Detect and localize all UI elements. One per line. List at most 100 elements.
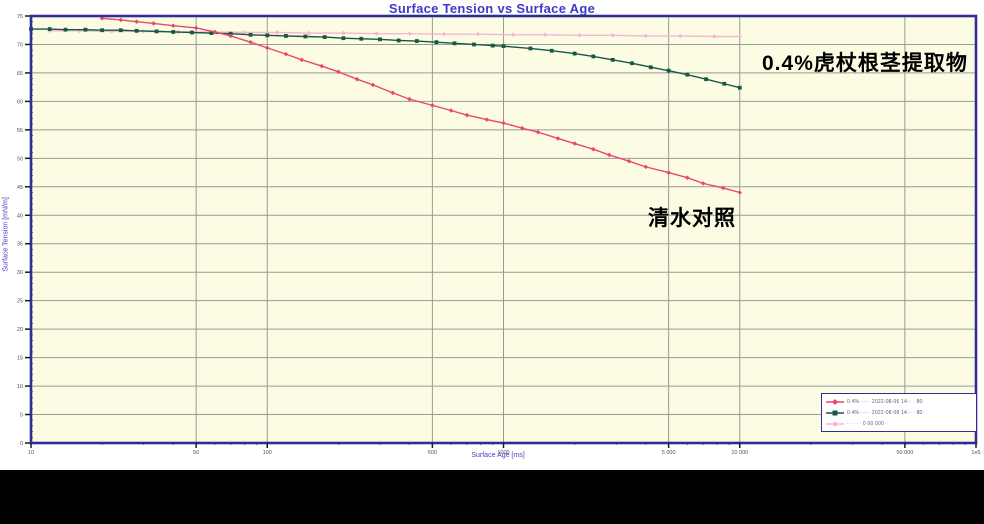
series-marker	[591, 54, 596, 59]
series-marker	[643, 164, 649, 170]
series-marker	[737, 190, 743, 195]
series-marker	[666, 68, 671, 73]
series-marker	[685, 72, 690, 77]
series-marker	[591, 146, 596, 152]
legend-label: ∙ ∙ ∙ ∙ ∙ 0 00 000	[847, 420, 884, 427]
series-marker	[737, 85, 742, 90]
series-marker	[630, 61, 634, 66]
series-marker	[151, 21, 156, 26]
series-marker	[359, 36, 364, 41]
series-marker	[677, 33, 683, 39]
series-marker	[47, 27, 52, 31]
series-marker	[248, 39, 253, 45]
y-tick-label: 10	[17, 384, 23, 390]
series-marker	[322, 35, 327, 39]
series-marker	[370, 82, 376, 88]
y-tick-label: 70	[17, 42, 23, 48]
series-marker	[407, 31, 412, 36]
series-marker	[572, 141, 577, 146]
legend-item: 0.4%∙∙∙∙∙∙∙ 2022-08-06 14:∙∙ ∙ 80∙	[826, 396, 976, 407]
series-marker	[720, 185, 726, 191]
x-tick-label: 5 000	[662, 450, 676, 456]
series-marker	[171, 30, 176, 34]
y-tick-label: 65	[17, 71, 23, 77]
series-marker	[572, 51, 577, 56]
series-marker	[722, 81, 727, 86]
series-marker	[542, 32, 548, 38]
series-line	[102, 17, 740, 194]
chart-annotation-0: 0.4%虎杖根茎提取物	[762, 52, 968, 75]
x-tick-label: 50	[193, 450, 199, 456]
series-marker	[354, 76, 360, 82]
series-marker	[212, 29, 218, 35]
series-pink-descending-curve	[99, 15, 743, 195]
series-marker	[501, 44, 506, 49]
series-marker	[265, 33, 270, 38]
series-marker	[685, 175, 690, 180]
x-tick-label: 50 000	[896, 450, 913, 456]
series-marker	[549, 48, 554, 53]
series-marker	[501, 120, 506, 126]
series-marker	[610, 33, 616, 38]
y-tick-label: 55	[17, 128, 23, 134]
y-tick-label: 30	[17, 270, 23, 276]
series-marker	[378, 37, 382, 42]
series-marker	[83, 27, 88, 32]
legend: 0.4%∙∙∙∙∙∙∙ 2022-08-06 14:∙∙ ∙ 80∙ 0.4%∙∙…	[821, 393, 977, 432]
series-marker	[441, 31, 447, 37]
series-marker	[475, 31, 481, 37]
series-marker	[606, 152, 612, 158]
series-marker	[528, 46, 533, 51]
series-marker	[484, 117, 490, 122]
legend-marker-sample	[826, 420, 844, 427]
x-tick-label: 500	[428, 450, 437, 456]
series-marker	[535, 129, 541, 135]
y-tick-label: 75	[17, 14, 23, 20]
series-marker	[209, 31, 214, 35]
legend-label: 0.4%∙∙∙∙∙∙∙ 2022-08-06 14:∙∙ ∙ 80∙	[847, 398, 925, 405]
series-marker	[303, 34, 308, 39]
series-marker	[704, 77, 708, 82]
series-marker	[134, 28, 139, 33]
x-tick-label: 1000	[497, 450, 509, 456]
x-tick-label: 100	[263, 450, 272, 456]
y-tick-label: 60	[17, 99, 23, 105]
y-tick-label: 20	[17, 327, 23, 333]
legend-marker-sample	[826, 410, 844, 415]
series-marker	[648, 65, 653, 70]
legend-item: 0.4%∙∙∙∙∙∙∙ 2022-08-08 14:∙∙ ∙ 80∙	[826, 407, 976, 418]
series-marker	[299, 57, 305, 63]
series-marker	[118, 28, 123, 33]
series-marker	[134, 19, 139, 24]
x-tick-label: 10 000	[731, 450, 748, 456]
series-marker	[374, 31, 379, 36]
series-marker	[228, 33, 233, 39]
x-tick-label: 1e5	[971, 450, 980, 456]
series-marker	[193, 25, 199, 31]
series-marker	[430, 103, 435, 108]
series-marker	[264, 45, 270, 51]
series-marker	[306, 30, 312, 36]
y-tick-label: 25	[17, 299, 23, 305]
series-marker	[407, 96, 412, 102]
series-marker	[452, 41, 457, 46]
series-marker	[390, 90, 396, 96]
x-axis-title: Surface Age [ms]	[471, 452, 525, 459]
legend-label: 0.4%∙∙∙∙∙∙∙ 2022-08-08 14:∙∙ ∙ 80∙	[847, 409, 925, 416]
y-tick-label: 5	[20, 413, 23, 419]
series-marker	[626, 158, 632, 164]
series-marker	[274, 30, 280, 35]
series-marker	[472, 42, 476, 47]
series-marker	[63, 27, 68, 32]
series-marker	[737, 34, 743, 39]
series-marker	[336, 69, 341, 75]
series-marker	[555, 136, 561, 141]
series-marker	[284, 34, 288, 38]
chart-title: Surface Tension vs Surface Age	[388, 1, 596, 16]
y-axis-title: Surface Tension [mN/m]	[2, 197, 10, 272]
legend-item: ∙ ∙ ∙ ∙ ∙ 0 00 000	[826, 418, 976, 429]
series-marker	[170, 23, 176, 28]
series-marker	[700, 181, 706, 186]
